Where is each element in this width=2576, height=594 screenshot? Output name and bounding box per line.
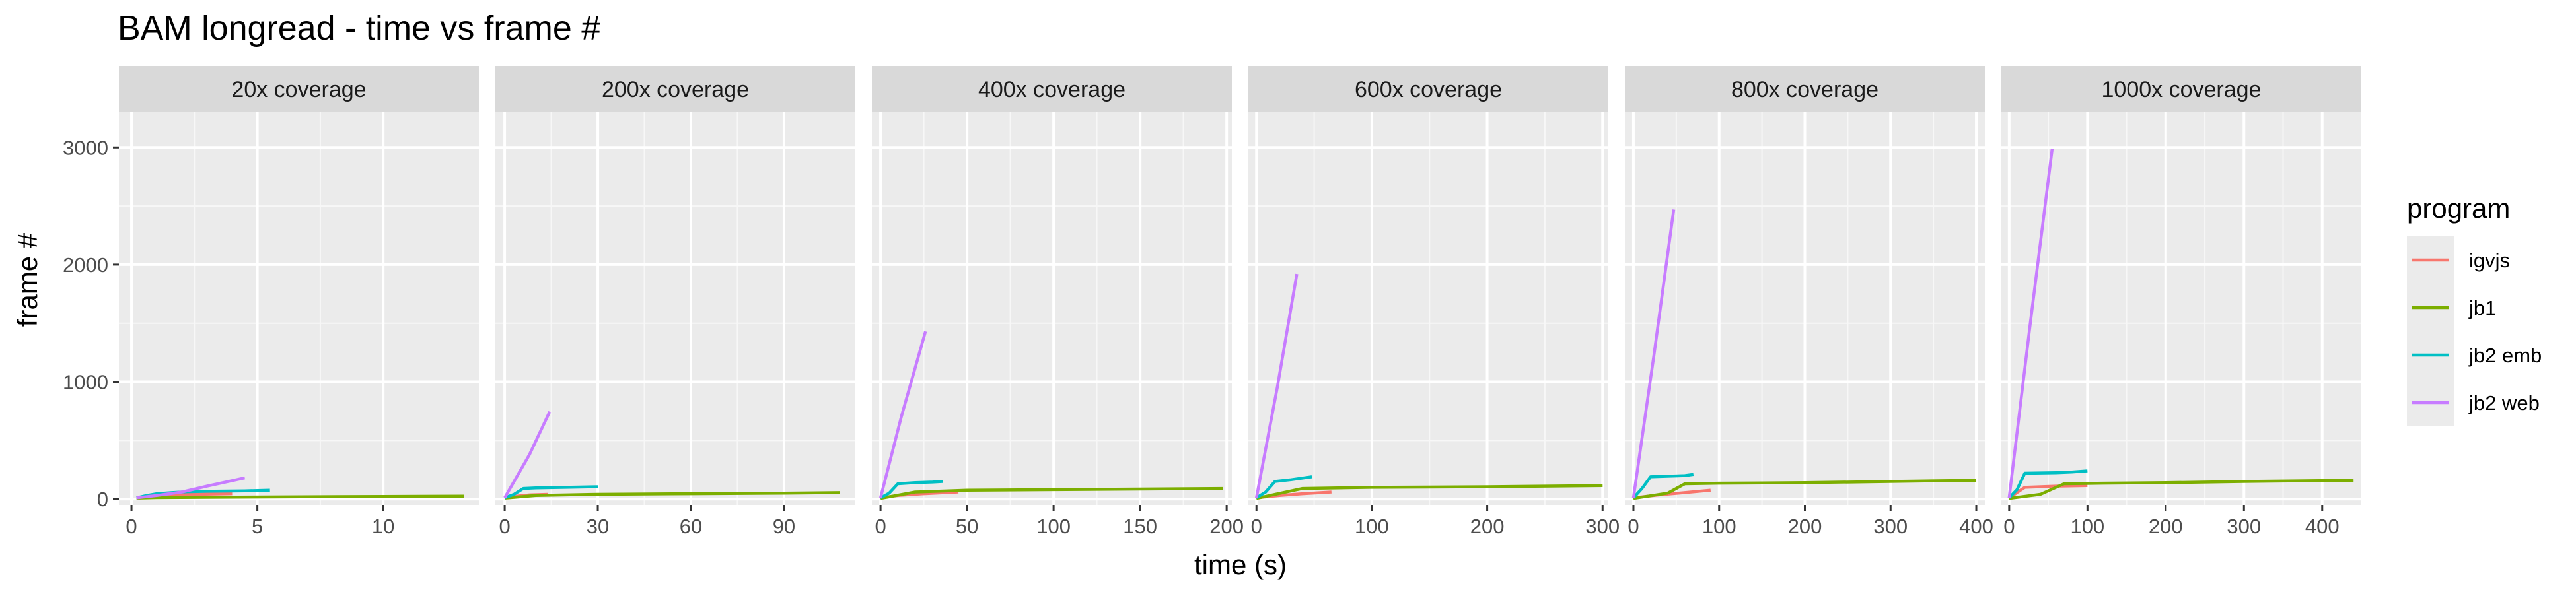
x-tick-label: 0	[875, 515, 886, 538]
series-line	[2008, 469, 2088, 499]
panel-background	[1248, 112, 1608, 505]
x-tick-label: 300	[2227, 515, 2261, 538]
facet-panel: 1000x coverage 0 100 200 300 400	[2001, 66, 2361, 538]
series-line	[1256, 475, 1312, 500]
facet-strip-label: 1000x coverage	[2102, 77, 2262, 102]
x-tick-label: 0	[1628, 515, 1639, 538]
x-tick-label: 10	[372, 515, 394, 538]
x-tick-label: 100	[1036, 515, 1071, 538]
facet-strip	[119, 66, 479, 112]
legend: program igvjs jb1 jb2 emb jb2 web	[2407, 193, 2542, 426]
legend-label: jb2 web	[2468, 391, 2540, 414]
series-line	[880, 480, 943, 500]
series-line	[878, 331, 927, 498]
x-tick-label: 200	[1209, 515, 1244, 538]
x-tick-label: 100	[1355, 515, 1389, 538]
x-tick-label: 400	[2305, 515, 2340, 538]
x-tick-label: 300	[1585, 515, 1620, 538]
y-axis-title: frame #	[12, 232, 43, 327]
x-tick-label: 0	[499, 515, 510, 538]
x-tick-label: 90	[773, 515, 795, 538]
facet-strip-label: 600x coverage	[1355, 77, 1502, 102]
facet-panel: 800x coverage 0 100 200 300 400	[1625, 66, 1993, 538]
x-tick-label: 400	[1959, 515, 1993, 538]
legend-label: jb1	[2468, 296, 2496, 319]
facet-strip-label: 800x coverage	[1731, 77, 1878, 102]
series-line	[503, 411, 552, 499]
series-line	[136, 494, 464, 500]
series-line	[504, 491, 840, 500]
y-tick-label: 0	[97, 488, 108, 511]
series-line	[1633, 478, 1977, 500]
facet-panel: 600x coverage 0 100 200 300	[1248, 66, 1620, 538]
series-line	[1256, 484, 1603, 500]
x-tick-label: 0	[2003, 515, 2015, 538]
x-tick-label: 150	[1123, 515, 1157, 538]
legend-label: igvjs	[2469, 249, 2510, 272]
x-tick-label: 200	[1470, 515, 1505, 538]
x-tick-label: 200	[2149, 515, 2183, 538]
x-tick-label: 300	[1873, 515, 1908, 538]
x-tick-label: 100	[2070, 515, 2104, 538]
series-line	[1254, 273, 1299, 498]
facet-strip-label: 20x coverage	[231, 77, 366, 102]
series-line	[1631, 209, 1676, 498]
facet-panel: 20x coverage 0 5 10 0 1000 2000 3000	[63, 66, 479, 538]
series-line	[136, 476, 246, 500]
facet-strip	[495, 66, 855, 112]
x-tick-label: 200	[1788, 515, 1822, 538]
facet-strip	[2001, 66, 2361, 112]
legend-label: jb2 emb	[2468, 344, 2542, 367]
x-tick-label: 5	[252, 515, 263, 538]
legend-title: program	[2407, 193, 2510, 224]
series-line	[880, 486, 1223, 500]
x-tick-label: 50	[956, 515, 978, 538]
facet-strip-label: 200x coverage	[602, 77, 749, 102]
facet-strip	[1625, 66, 1985, 112]
panel-background	[2001, 112, 2361, 505]
facet-strip	[872, 66, 1232, 112]
facet-strip-label: 400x coverage	[978, 77, 1126, 102]
x-tick-label: 0	[125, 515, 137, 538]
chart-title: BAM longread - time vs frame #	[118, 9, 600, 48]
panel-background	[495, 112, 855, 505]
series-line	[504, 485, 598, 500]
series-line	[1632, 473, 1694, 499]
panel-background	[872, 112, 1232, 505]
y-tick-label: 3000	[63, 136, 108, 159]
y-tick-label: 1000	[63, 371, 108, 394]
panel-background	[119, 112, 479, 505]
x-tick-label: 100	[1702, 515, 1736, 538]
series-line	[2009, 478, 2354, 500]
x-tick-label: 30	[587, 515, 609, 538]
x-tick-label: 60	[680, 515, 702, 538]
x-tick-label: 0	[1251, 515, 1262, 538]
x-axis-title: time (s)	[1194, 549, 1287, 580]
series-line	[2008, 484, 2088, 500]
facet-panel: 200x coverage 0 30 60 90	[495, 66, 855, 538]
facet-strip	[1248, 66, 1608, 112]
facet-panel: 400x coverage 0 50 100 150 200	[872, 66, 1244, 538]
y-tick-label: 2000	[63, 253, 108, 277]
series-line	[2007, 148, 2054, 498]
